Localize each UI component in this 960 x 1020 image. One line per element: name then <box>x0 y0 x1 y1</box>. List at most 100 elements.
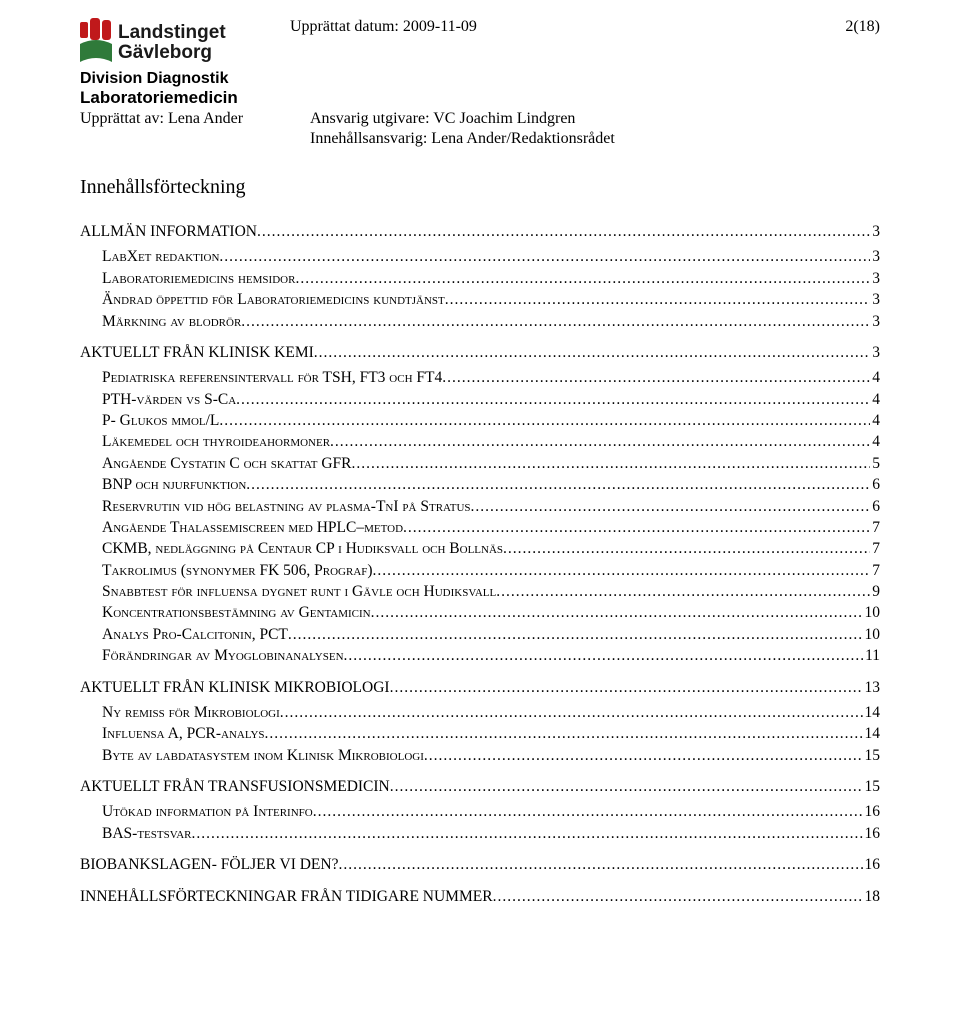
toc-entry-page: 4 <box>870 431 880 452</box>
toc-entry-page: 6 <box>870 496 880 517</box>
toc-entry: Utökad information på Interinfo 16 <box>102 801 880 822</box>
toc-entry: Pediatriska referensintervall för TSH, F… <box>102 367 880 388</box>
toc-entry-page: 10 <box>863 624 881 645</box>
toc-entry-page: 7 <box>870 538 880 559</box>
division-line1: Division Diagnostik <box>80 70 240 88</box>
toc-entry: Influensa A, PCR-analys 14 <box>102 723 880 744</box>
toc-entry: ALLMÄN INFORMATION 3 <box>80 221 880 242</box>
toc-dot-leader <box>493 886 863 907</box>
toc-entry: BIOBANKSLAGEN- FÖLJER VI DEN? 16 <box>80 854 880 875</box>
toc-entry-page: 3 <box>870 268 880 289</box>
header-row: Landstinget Gävleborg Division Diagnosti… <box>80 18 880 108</box>
toc-entry-text: Ny remiss för Mikrobiologi <box>102 702 280 723</box>
toc-entry-text: Byte av labdatasystem inom Klinisk Mikro… <box>102 745 424 766</box>
toc-dot-leader <box>246 474 870 495</box>
toc-entry: BNP och njurfunktion 6 <box>102 474 880 495</box>
toc-entry-text: Koncentrationsbestämning av Gentamicin <box>102 602 371 623</box>
toc-entry: Koncentrationsbestämning av Gentamicin 1… <box>102 602 880 623</box>
division-line2: Laboratoriemedicin <box>80 88 240 108</box>
toc-entry: Angående Cystatin C och skattat GFR 5 <box>102 453 880 474</box>
toc-entry-page: 15 <box>863 745 881 766</box>
toc-entry-page: 4 <box>870 410 880 431</box>
toc-dot-leader <box>265 723 863 744</box>
toc-entry-page: 18 <box>863 886 881 907</box>
toc-entry: AKTUELLT FRÅN TRANSFUSIONSMEDICIN 15 <box>80 776 880 797</box>
toc-entry-text: Influensa A, PCR-analys <box>102 723 265 744</box>
toc-dot-leader <box>219 410 870 431</box>
toc-dot-leader <box>424 745 863 766</box>
toc-dot-leader <box>445 289 870 310</box>
toc-entry-page: 10 <box>863 602 881 623</box>
toc-entry-text: Angående Thalassemiscreen med HPLC–metod <box>102 517 403 538</box>
toc-entry: Angående Thalassemiscreen med HPLC–metod… <box>102 517 880 538</box>
toc-entry: Reservrutin vid hög belastning av plasma… <box>102 496 880 517</box>
toc-entry-page: 15 <box>863 776 881 797</box>
toc-entry: BAS-testsvar 16 <box>102 823 880 844</box>
toc-entry-page: 3 <box>870 342 880 363</box>
toc-dot-leader <box>219 246 870 267</box>
logo-text-line1: Landstinget <box>118 22 226 43</box>
toc-dot-leader <box>314 342 870 363</box>
toc-dot-leader <box>236 389 870 410</box>
toc-entry-page: 16 <box>863 801 881 822</box>
toc-entry: CKMB, nedläggning på Centaur CP i Hudiks… <box>102 538 880 559</box>
toc-entry: PTH-värden vs S-Ca 4 <box>102 389 880 410</box>
toc-entry-text: AKTUELLT FRÅN KLINISK KEMI <box>80 342 314 363</box>
toc-entry: LabXet redaktion 3 <box>102 246 880 267</box>
meta-author: Upprättat av: Lena Ander <box>80 110 310 128</box>
toc-entry: Läkemedel och thyroideahormoner 4 <box>102 431 880 452</box>
toc-dot-leader <box>442 367 870 388</box>
toc-dot-leader <box>192 823 863 844</box>
toc-entry-text: LabXet redaktion <box>102 246 219 267</box>
toc-dot-leader <box>496 581 870 602</box>
toc-entry-page: 14 <box>863 702 881 723</box>
toc-dot-leader <box>373 560 871 581</box>
toc-entry: Analys Pro-Calcitonin, PCT 10 <box>102 624 880 645</box>
toc-entry: Ändrad öppettid för Laboratoriemedicins … <box>102 289 880 310</box>
toc-entry-text: AKTUELLT FRÅN KLINISK MIKROBIOLOGI <box>80 677 390 698</box>
toc-entry-text: BAS-testsvar <box>102 823 192 844</box>
toc-entry-text: Reservrutin vid hög belastning av plasma… <box>102 496 471 517</box>
meta-empty <box>80 130 310 148</box>
logo-text-line2: Gävleborg <box>118 42 212 63</box>
toc-entry: Laboratoriemedicins hemsidor 3 <box>102 268 880 289</box>
toc-dot-leader <box>313 801 863 822</box>
toc-dot-leader <box>257 221 870 242</box>
toc-entry-page: 4 <box>870 389 880 410</box>
toc-entry: P- Glukos mmol/L 4 <box>102 410 880 431</box>
toc-dot-leader <box>241 311 870 332</box>
toc-entry-text: Utökad information på Interinfo <box>102 801 313 822</box>
toc-entry: Förändringar av Myoglobinanalysen 11 <box>102 645 880 666</box>
toc-dot-leader <box>352 453 871 474</box>
header-date: Upprättat datum: 2009-11-09 <box>250 18 835 36</box>
toc-entry-text: INNEHÅLLSFÖRTECKNINGAR FRÅN TIDIGARE NUM… <box>80 886 493 907</box>
toc-entry-page: 7 <box>870 517 880 538</box>
toc-entry-page: 3 <box>870 221 880 242</box>
toc-entry: AKTUELLT FRÅN KLINISK MIKROBIOLOGI 13 <box>80 677 880 698</box>
toc-entry-text: CKMB, nedläggning på Centaur CP i Hudiks… <box>102 538 503 559</box>
toc-entry-text: Takrolimus (synonymer FK 506, Prograf) <box>102 560 373 581</box>
toc-entry: Märkning av blodrör 3 <box>102 311 880 332</box>
toc-entry-text: Laboratoriemedicins hemsidor <box>102 268 295 289</box>
table-of-contents: ALLMÄN INFORMATION 3LabXet redaktion 3La… <box>80 221 880 907</box>
toc-dot-leader <box>471 496 871 517</box>
toc-entry-page: 3 <box>870 311 880 332</box>
toc-entry-text: BIOBANKSLAGEN- FÖLJER VI DEN? <box>80 854 338 875</box>
toc-entry-text: Angående Cystatin C och skattat GFR <box>102 453 352 474</box>
toc-entry-text: Ändrad öppettid för Laboratoriemedicins … <box>102 289 445 310</box>
toc-entry-page: 14 <box>863 723 881 744</box>
toc-entry-page: 11 <box>863 645 880 666</box>
toc-dot-leader <box>390 776 863 797</box>
toc-dot-leader <box>330 431 870 452</box>
logo-icon: Landstinget Gävleborg <box>80 18 240 66</box>
toc-title: Innehållsförteckning <box>80 176 880 199</box>
division-block: Division Diagnostik Laboratoriemedicin <box>80 70 240 108</box>
toc-dot-leader <box>503 538 870 559</box>
toc-entry-page: 4 <box>870 367 880 388</box>
toc-entry: Ny remiss för Mikrobiologi 14 <box>102 702 880 723</box>
toc-dot-leader <box>288 624 863 645</box>
meta-publisher: Ansvarig utgivare: VC Joachim Lindgren <box>310 110 880 128</box>
toc-entry-text: ALLMÄN INFORMATION <box>80 221 257 242</box>
meta-row-2: Innehållsansvarig: Lena Ander/Redaktions… <box>80 130 880 148</box>
toc-dot-leader <box>280 702 863 723</box>
